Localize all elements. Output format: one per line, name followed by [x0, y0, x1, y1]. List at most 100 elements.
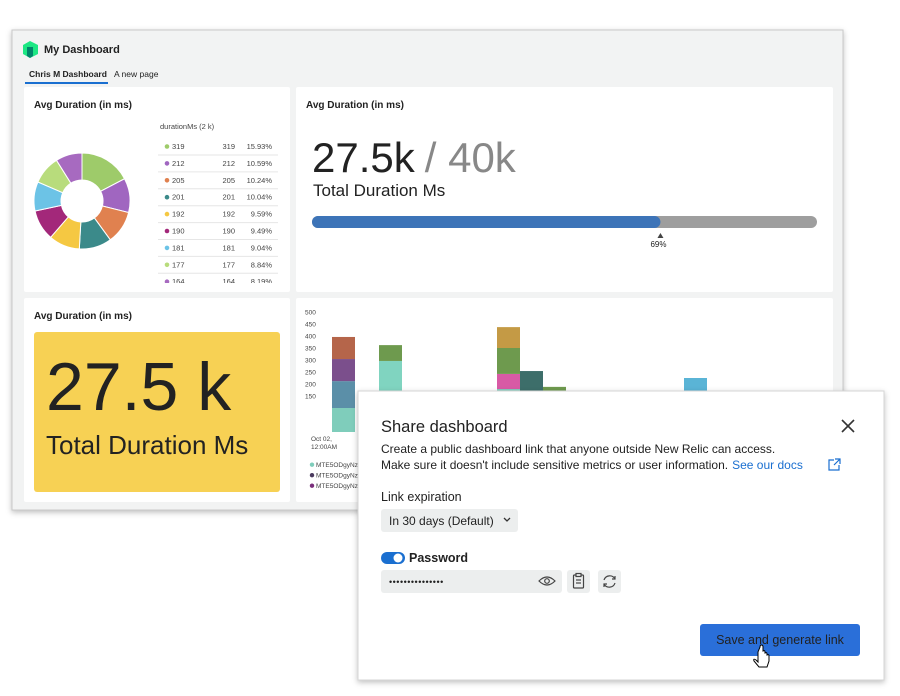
legend-dot — [164, 279, 170, 283]
row-percent: 9.49% — [251, 227, 273, 236]
row-label: 192 — [172, 210, 185, 219]
cursor — [753, 644, 770, 668]
billboard-value: 27.5 k — [46, 349, 232, 425]
password-field[interactable] — [381, 570, 562, 593]
legend-dot — [164, 245, 170, 251]
row-percent: 8.84% — [251, 260, 273, 269]
row-percent: 10.24% — [247, 176, 273, 185]
row-value: 190 — [222, 227, 235, 236]
widget-title: Avg Duration (in ms) — [306, 100, 404, 111]
legend-dot — [164, 178, 170, 183]
billboard-background — [34, 332, 280, 492]
legend-dot — [164, 262, 170, 268]
legend-dot — [309, 473, 315, 478]
progress-marker — [657, 233, 664, 238]
share-modal: Share dashboard Create a public dashboar… — [357, 390, 885, 681]
logo — [23, 41, 38, 58]
dropdown[interactable] — [381, 509, 518, 532]
y-tick-label: 200 — [305, 381, 316, 388]
limit: / 40k — [425, 134, 517, 181]
y-tick-label: 450 — [305, 321, 316, 328]
row-value: 164 — [222, 277, 235, 286]
donut — [33, 152, 131, 250]
chevron — [503, 517, 511, 522]
eye-button[interactable] — [538, 576, 556, 586]
dropdown-value: In 30 days (Default) — [389, 514, 494, 528]
row-percent: 15.93% — [247, 142, 273, 151]
bar-segment — [379, 345, 402, 361]
field-label: Link expiration — [381, 490, 462, 504]
legend-label: MTE5ODgyNz — [316, 462, 358, 469]
progress-fill — [312, 216, 661, 228]
legend-dot — [164, 161, 170, 166]
row-percent: 8.19% — [251, 277, 273, 286]
refresh-icon — [603, 575, 616, 588]
row-percent: 10.59% — [247, 159, 273, 168]
legend-dot — [164, 194, 170, 200]
regenerate-button[interactable] — [598, 570, 621, 593]
row-label: 164 — [172, 277, 185, 286]
row-label: 205 — [172, 176, 185, 185]
row-label: 212 — [172, 159, 185, 168]
toggle-knob — [393, 553, 403, 563]
tab[interactable]: A new page — [114, 69, 159, 79]
description-line: Make sure it doesn't include sensitive m… — [381, 458, 728, 472]
docs-link[interactable]: See our docs — [732, 458, 803, 472]
tab-underline — [25, 82, 108, 84]
donut-slice — [55, 152, 83, 184]
row-value: 177 — [222, 260, 235, 269]
row-percent: 9.59% — [251, 210, 273, 219]
legend-label: MTE5ODgyNz — [316, 473, 358, 480]
description: Make sure it doesn't include sensitive m… — [381, 458, 803, 472]
row-value: 205 — [222, 176, 235, 185]
clipboard-icon — [572, 572, 585, 589]
bar-segment — [332, 408, 355, 432]
save-button[interactable] — [700, 624, 860, 656]
row-label: 190 — [172, 227, 185, 236]
row-label: 201 — [172, 193, 185, 202]
row-percent: 9.04% — [251, 243, 273, 252]
row-value: 319 — [222, 142, 235, 151]
y-tick-label: 350 — [305, 345, 316, 352]
bar-segment — [497, 327, 520, 348]
progress-label: 69% — [650, 240, 666, 249]
bar-segment — [332, 336, 355, 360]
y-tick-label: 150 — [305, 393, 316, 400]
legend-dot — [164, 228, 170, 234]
y-tick-label: 250 — [305, 369, 316, 376]
billboard-caption: Total Duration Ms — [313, 181, 445, 200]
value: 27.5k — [312, 134, 416, 181]
bar-segment — [332, 359, 355, 382]
y-tick-label: 400 — [305, 333, 316, 340]
row-label: 319 — [172, 142, 185, 151]
copy-button[interactable] — [567, 570, 590, 593]
y-tick-label: 500 — [305, 309, 316, 316]
progress: 69% — [312, 216, 817, 249]
description: Create a public dashboard link that anyo… — [381, 442, 775, 456]
table: 319 319 15.93% 212 212 10.59% 205 205 10.24% 201 2… — [158, 142, 278, 286]
billboard-box — [34, 332, 280, 492]
legend-dot — [309, 462, 315, 467]
y-tick-label: 300 — [305, 357, 316, 364]
row-value: 192 — [222, 210, 235, 219]
external-icon — [828, 458, 841, 471]
billboard-caption: Total Duration Ms — [46, 430, 248, 460]
row-value: 201 — [222, 193, 235, 202]
bar-segment — [497, 348, 520, 374]
modal-title: Share dashboard — [381, 418, 508, 436]
bar-segment — [332, 381, 355, 408]
close-button[interactable] — [841, 419, 855, 433]
save-button-label: Save and generate link — [716, 633, 845, 647]
row-value: 181 — [222, 243, 235, 252]
row-label: 181 — [172, 243, 185, 252]
widget-title: Avg Duration (in ms) — [34, 100, 132, 111]
x-label: 12:00AM — [311, 444, 337, 451]
table-header: durationMs (2 k) — [160, 122, 215, 131]
panel — [296, 87, 833, 292]
row-percent: 10.04% — [247, 193, 273, 202]
bar-segment — [497, 373, 520, 390]
row-label: 177 — [172, 260, 185, 269]
tab[interactable]: Chris M Dashboard — [29, 69, 107, 79]
widget-title: Avg Duration (in ms) — [34, 311, 132, 322]
password-value: ••••••••••••••• — [389, 577, 444, 587]
